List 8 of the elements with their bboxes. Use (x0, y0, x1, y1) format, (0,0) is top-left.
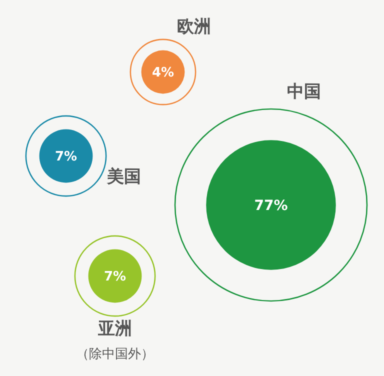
category-label: 中国 (287, 82, 321, 102)
data-label: 7% (54, 150, 78, 164)
data-label: 7% (104, 270, 126, 284)
category-label: 美国 (106, 167, 141, 187)
data-label: 4% (152, 66, 174, 80)
category-label: 欧洲 (177, 17, 211, 37)
data-label: 77% (254, 198, 288, 214)
category-label: 亚洲（除中国外） (76, 319, 154, 362)
